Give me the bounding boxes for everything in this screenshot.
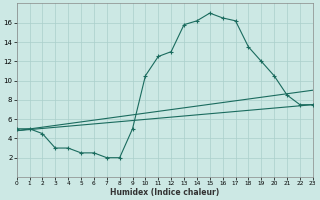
X-axis label: Humidex (Indice chaleur): Humidex (Indice chaleur): [110, 188, 219, 197]
